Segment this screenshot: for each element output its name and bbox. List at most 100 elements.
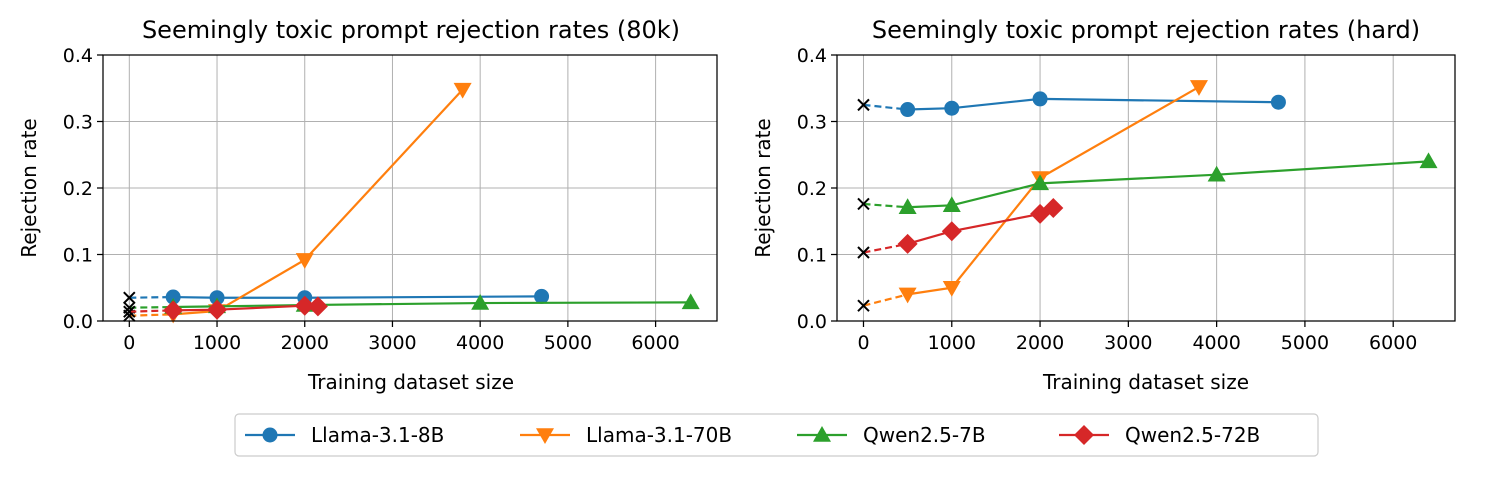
series-qwen2-5-72b (123, 295, 328, 321)
y-tick-label: 0.2 (63, 178, 93, 200)
data-point (1419, 152, 1438, 169)
chart-title: Seemingly toxic prompt rejection rates (… (872, 16, 1420, 44)
baseline-x-marker (857, 299, 870, 312)
series-qwen2-5-72b (857, 197, 1064, 259)
legend-item-llama-3-1-70b: Llama-3.1-70B (520, 423, 732, 447)
x-tick-label: 4000 (1192, 332, 1240, 354)
data-point (898, 198, 917, 215)
series-line (173, 301, 691, 309)
y-tick-label: 0.0 (797, 311, 827, 333)
x-tick-label: 5000 (1281, 332, 1329, 354)
y-axis-label: Rejection rate (17, 118, 41, 257)
y-tick-label: 0.1 (63, 245, 93, 267)
legend-item-qwen2-5-7b: Qwen2.5-7B (797, 423, 986, 447)
gridlines (837, 54, 1455, 322)
y-tick-label: 0.3 (797, 112, 827, 134)
x-axis-label: Training dataset size (307, 370, 514, 394)
baseline-x-stroke (123, 291, 136, 304)
data-point (944, 100, 960, 116)
data-point (307, 296, 328, 317)
baseline-x-marker (857, 98, 870, 112)
data-point (534, 288, 550, 304)
y-axis-label: Rejection rate (751, 118, 775, 257)
legend-item-qwen2-5-72b: Qwen2.5-72B (1059, 423, 1260, 447)
baseline-dashed-segment (863, 202, 908, 209)
data-point (1031, 174, 1050, 191)
x-tick-label: 3000 (1104, 332, 1152, 354)
data-point (163, 300, 184, 321)
legend-label: Llama-3.1-70B (586, 423, 732, 447)
baseline-dashed-segment (129, 305, 174, 309)
x-tick-label: 3000 (368, 332, 416, 354)
x-tick-label: 2000 (281, 332, 329, 354)
x-tick-label: 0 (857, 332, 869, 354)
data-point (898, 287, 917, 304)
y-tick-label: 0.2 (797, 178, 827, 200)
series-llama-3-1-8b (857, 91, 1286, 118)
x-tick-label: 0 (123, 332, 135, 354)
data-point (681, 293, 700, 310)
data-point (897, 233, 918, 254)
y-tick-label: 0.4 (63, 45, 93, 67)
data-point (471, 294, 490, 310)
data-point (1032, 91, 1048, 107)
baseline-x-marker (857, 246, 870, 259)
series-llama-3-1-70b (123, 82, 472, 324)
series-line (173, 295, 542, 299)
data-point (941, 221, 962, 242)
baseline-x-stroke (123, 305, 136, 318)
baseline-x-stroke (857, 197, 870, 211)
x-tick-label: 1000 (193, 332, 241, 354)
x-tick-label: 6000 (631, 332, 679, 354)
baseline-x-stroke (123, 301, 136, 314)
x-tick-label: 4000 (456, 332, 504, 354)
data-point (1189, 80, 1208, 96)
legend-label: Llama-3.1-8B (311, 423, 444, 447)
data-point (295, 253, 314, 269)
baseline-x-marker (123, 305, 136, 318)
chart-title: Seemingly toxic prompt rejection rates (… (142, 16, 680, 44)
data-point (453, 82, 472, 99)
chart-80k: Seemingly toxic prompt rejection rates (… (17, 16, 718, 394)
chart-hard: Seemingly toxic prompt rejection rates (… (751, 16, 1456, 394)
legend-marker (1074, 425, 1094, 445)
data-point (942, 196, 961, 213)
baseline-x-stroke (857, 98, 870, 112)
legend-marker (536, 428, 554, 444)
series-line (907, 85, 1200, 296)
data-point (1270, 94, 1286, 110)
data-point (1043, 197, 1064, 218)
baseline-x-stroke (857, 299, 870, 312)
data-point (942, 281, 961, 297)
x-tick-label: 1000 (928, 332, 976, 354)
data-point (207, 299, 228, 320)
baseline-x-marker (857, 197, 870, 211)
series-line (907, 160, 1429, 209)
y-tick-label: 0.0 (63, 311, 93, 333)
x-axis-label: Training dataset size (1042, 370, 1249, 394)
data-point (294, 295, 315, 316)
legend-label: Qwen2.5-72B (1125, 423, 1260, 447)
x-tick-label: 6000 (1369, 332, 1417, 354)
y-tick-label: 0.4 (797, 45, 827, 67)
data-point (1207, 165, 1226, 182)
series-line (173, 88, 464, 316)
series-line (907, 97, 1279, 111)
baseline-dashed-segment (863, 293, 908, 307)
data-point (165, 289, 181, 305)
legend-box (234, 413, 1319, 457)
x-tick-label: 2000 (1016, 332, 1064, 354)
y-tick-label: 0.1 (797, 245, 827, 267)
gridlines (103, 54, 717, 322)
legend-label: Qwen2.5-7B (863, 423, 986, 447)
baseline-x-stroke (857, 246, 870, 259)
baseline-x-marker (123, 291, 136, 304)
legend-marker (262, 427, 278, 443)
data-point (900, 102, 916, 118)
legend-item-llama-3-1-8b: Llama-3.1-8B (245, 423, 444, 447)
x-tick-label: 5000 (544, 332, 592, 354)
y-tick-label: 0.3 (63, 112, 93, 134)
baseline-dashed-segment (129, 313, 174, 317)
legend: Llama-3.1-8B Llama-3.1-70B Qwen2.5-7B Qwen2… (234, 413, 1319, 457)
